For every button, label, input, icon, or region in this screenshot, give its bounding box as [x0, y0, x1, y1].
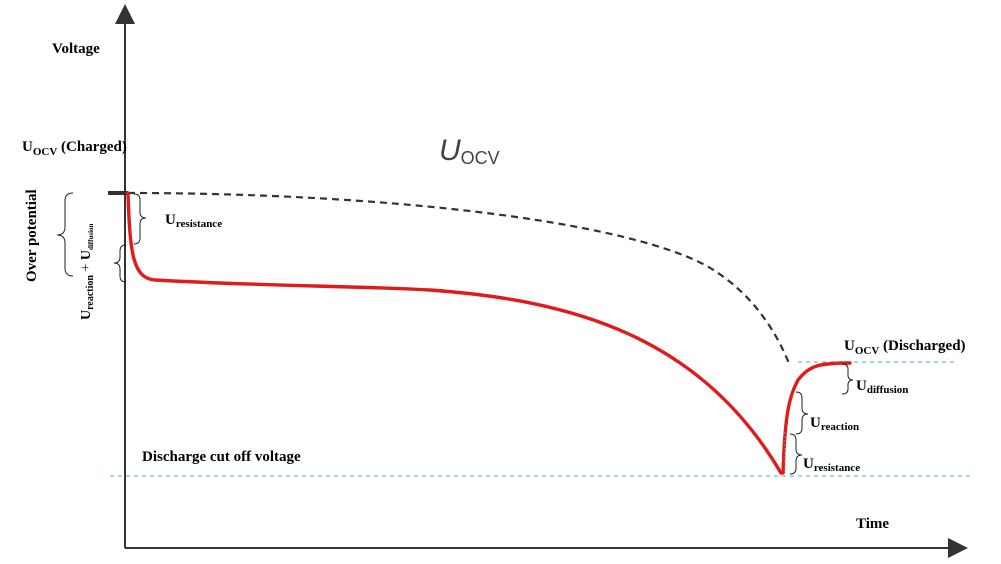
x-axis-label: Time [856, 516, 889, 532]
left-resistance-brace [133, 193, 147, 245]
right-resistance-label: Uresistance [803, 456, 860, 474]
cutoff-voltage-label: Discharge cut off voltage [142, 449, 301, 465]
right-reaction-label: Ureaction [810, 415, 859, 433]
ocv-curve-label: UOCV [439, 134, 500, 168]
left-reaction-diffusion-label: Ureaction + Udiffusion [79, 223, 96, 320]
right-diffusion-brace [841, 363, 854, 395]
right-diffusion-label: Udiffusion [856, 378, 908, 396]
ocv-charged-label: UOCV (Charged) [22, 139, 127, 158]
left-reaction-diffusion-brace [113, 244, 127, 283]
over-potential-brace [56, 192, 74, 277]
ocv-curve [127, 191, 792, 367]
discharge-curve [126, 191, 852, 475]
right-reaction-brace [795, 391, 809, 435]
over-potential-label: Over potential [24, 189, 40, 282]
ocv-discharged-label: UOCV (Discharged) [844, 338, 966, 357]
left-resistance-label: Uresistance [165, 212, 222, 230]
right-resistance-brace [789, 433, 803, 475]
y-axis-label: Voltage [52, 41, 100, 57]
